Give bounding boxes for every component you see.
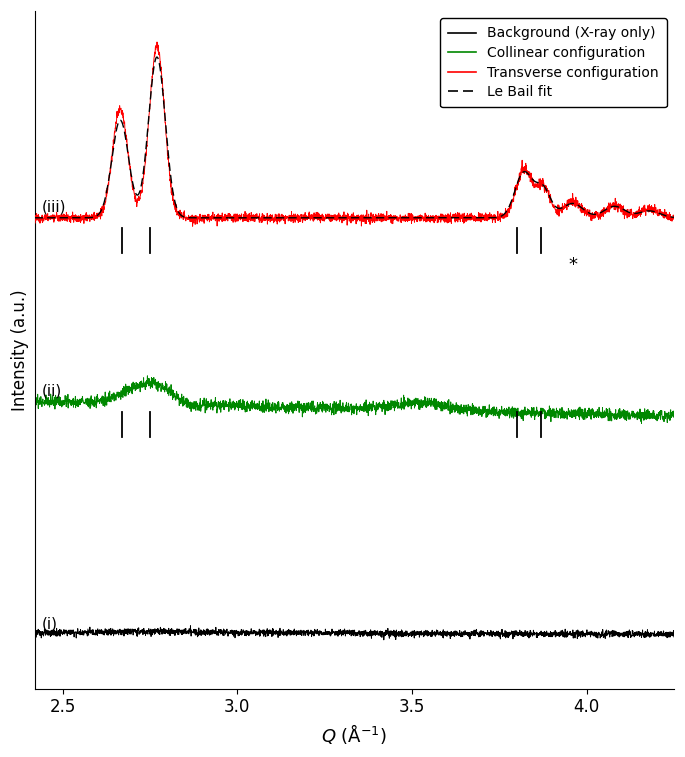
Text: (iii): (iii): [42, 200, 66, 215]
Text: *: *: [568, 257, 577, 274]
Y-axis label: Intensity (a.u.): Intensity (a.u.): [11, 289, 29, 411]
Text: (ii): (ii): [42, 384, 62, 399]
Text: (i): (i): [42, 616, 58, 631]
X-axis label: $Q$ (Å$^{-1}$): $Q$ (Å$^{-1}$): [321, 722, 387, 746]
Legend: Background (X-ray only), Collinear configuration, Transverse configuration, Le B: Background (X-ray only), Collinear confi…: [440, 18, 667, 107]
